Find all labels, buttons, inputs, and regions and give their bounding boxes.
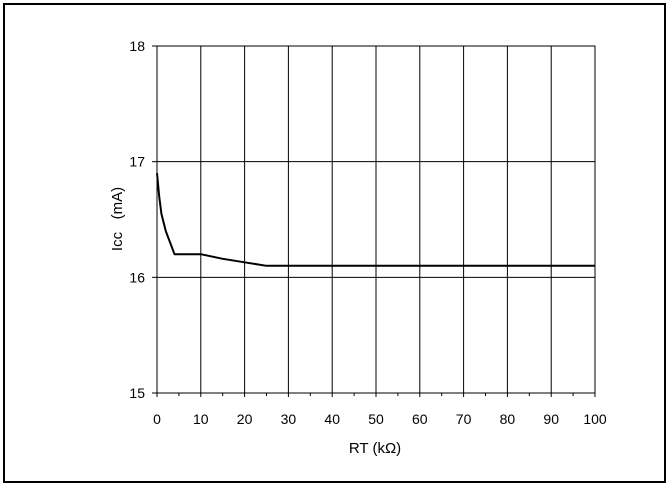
axis-ticks [152, 45, 596, 397]
x-tick-label: 40 [324, 411, 340, 427]
x-tick-label: 20 [237, 411, 253, 427]
y-tick-label: 17 [129, 154, 145, 170]
x-axis-label: RT (kΩ) [349, 440, 401, 457]
series-layer [156, 173, 595, 267]
x-tick-label: 10 [193, 411, 209, 427]
x-tick-label: 0 [153, 411, 161, 427]
x-tick-label: 100 [583, 411, 607, 427]
y-tick-labels: 15 16 17 18 [129, 38, 145, 401]
x-tick-label: 60 [412, 411, 428, 427]
x-tick-labels: 0 10 20 30 40 50 60 70 80 90 100 [153, 411, 607, 427]
y-tick-label: 16 [129, 269, 145, 285]
y-axis-label: Icc (mA) [109, 187, 126, 251]
x-tick-label: 50 [368, 411, 384, 427]
x-tick-label: 70 [456, 411, 472, 427]
x-tick-label: 90 [543, 411, 559, 427]
x-tick-label: 80 [500, 411, 516, 427]
y-tick-label: 15 [129, 385, 145, 401]
x-tick-label: 30 [281, 411, 297, 427]
y-tick-label: 18 [129, 38, 145, 54]
series-line [156, 173, 595, 267]
chart-frame [3, 3, 666, 483]
